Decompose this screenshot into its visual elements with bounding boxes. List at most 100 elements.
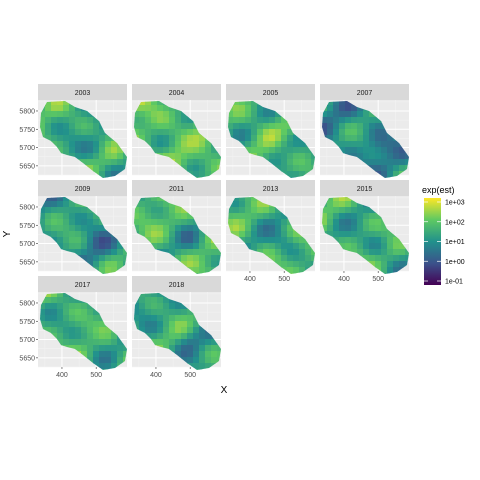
heat-cell [93,135,100,142]
heat-cell [281,255,288,262]
heat-cell [228,219,234,226]
heat-cell [134,117,140,124]
heat-cell [287,153,294,160]
heat-cell [363,153,370,160]
heat-cell [99,135,106,142]
heat-cell [93,327,100,334]
heat-cell [333,207,340,214]
heat-cell [357,213,364,220]
heat-cell [339,129,346,136]
heat-cell [187,357,194,364]
heat-cell [393,267,400,274]
heat-cell [163,105,170,112]
heat-cell [151,101,158,106]
heat-cell [81,207,88,214]
heat-cell [381,159,388,166]
heat-cell [145,303,152,310]
heat-cell [275,243,282,250]
heat-cell [51,327,58,334]
heat-cell [87,207,94,214]
heat-cell [99,171,106,178]
heat-cell [81,303,88,310]
heat-cell [233,213,240,220]
heat-cell [75,135,82,142]
heat-cell [40,369,46,370]
heat-cell [345,231,352,238]
heat-cell [134,213,140,220]
heat-cell [87,147,94,154]
heat-cell [299,255,306,262]
x-tick-label: 400 [150,372,162,379]
heat-cell [357,249,364,256]
heat-cell [45,293,52,298]
heat-cell [175,255,182,262]
heat-cell [63,135,70,142]
heat-cell [117,165,124,172]
heat-cell [134,129,140,136]
heat-cell [111,243,118,250]
heat-cell [175,321,182,328]
heat-cell [251,111,258,118]
heat-cell [169,297,176,304]
heat-cell [269,273,276,274]
heat-cell [205,357,212,364]
heat-cell [357,135,364,142]
y-tick-label: 5650 [19,259,35,266]
heat-cell [333,101,340,106]
heat-cell [181,249,188,256]
heat-cell [169,327,176,334]
heat-cell [287,249,294,256]
heat-cell [169,339,176,346]
heat-cell [63,219,70,226]
heat-cell [275,129,282,136]
heat-cell [345,117,352,124]
heat-cell [151,201,158,208]
heat-cell [87,129,94,136]
heat-cell [63,213,70,220]
heat-cell [105,357,112,364]
heat-cell [63,231,70,238]
heat-cell [345,123,352,130]
heat-cell [263,201,270,208]
heat-cell [151,237,158,244]
heat-cell [251,201,258,208]
heat-cell [187,309,194,316]
heat-cell [169,213,176,220]
heat-cell [281,165,288,172]
heat-cell [63,147,70,154]
heat-cell [339,243,346,250]
heat-cell [175,225,182,232]
heat-cell [405,255,409,262]
heat-cell [199,333,206,340]
heat-cell [269,147,276,154]
heat-cell [263,123,270,130]
heat-cell [157,327,164,334]
heat-cell [251,117,258,124]
heat-cell [405,261,409,268]
heat-cell [87,321,94,328]
heat-cell [199,159,206,166]
heat-cell [75,345,82,352]
heat-cell [381,243,388,250]
heat-cell [87,135,94,142]
heat-cell [363,147,370,154]
heat-cell [351,201,358,208]
legend-label: 1e+01 [445,239,465,246]
heat-cell [327,135,334,142]
heat-cell [211,369,218,370]
heat-cell [351,117,358,124]
heat-cell [275,147,282,154]
heat-cell [163,303,170,310]
heat-cell [99,165,106,172]
heat-cell [287,135,294,142]
heat-cell [193,153,200,160]
heat-cell [81,339,88,346]
heat-cell [157,201,164,208]
heat-cell [111,267,118,274]
facet-strip [226,180,315,196]
heat-cell [357,231,364,238]
x-tick-label: 500 [90,372,102,379]
heat-cell [245,225,252,232]
heat-cell [199,339,206,346]
heat-cell [269,243,276,250]
